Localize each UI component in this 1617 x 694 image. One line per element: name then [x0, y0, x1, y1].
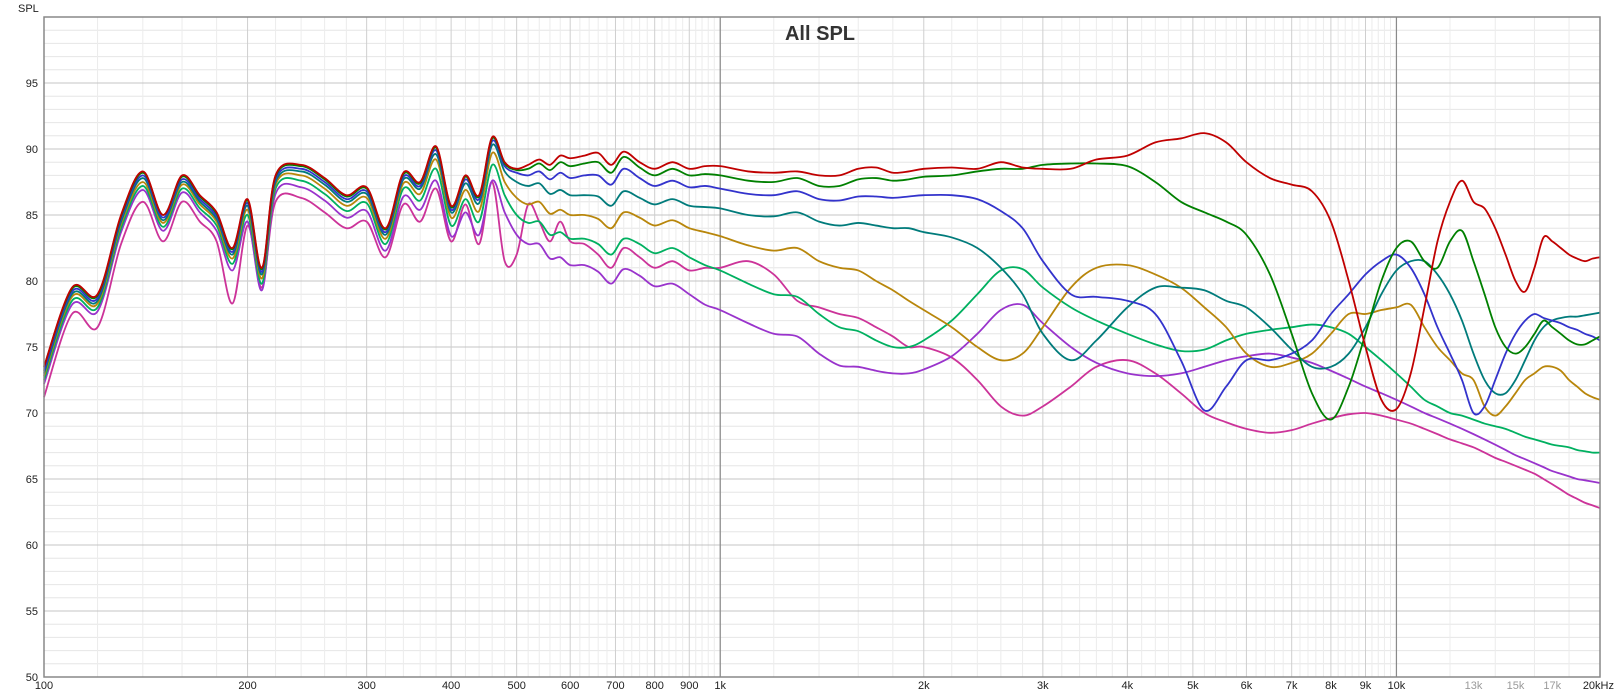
x-tick-label: 300 — [357, 680, 375, 692]
series-line-8 — [43, 181, 1601, 509]
x-tick-label: 13k — [1465, 680, 1483, 692]
x-tick-label: 4k — [1122, 680, 1134, 692]
x-tick-label: 1k — [714, 680, 726, 692]
y-tick-label: 85 — [26, 210, 38, 222]
y-tick-label: 70 — [26, 408, 38, 420]
plot-frame — [43, 16, 1601, 678]
x-tick-label: 10k — [1388, 680, 1406, 692]
y-tick-label: 55 — [26, 606, 38, 618]
x-tick-label: 600 — [561, 680, 579, 692]
y-tick-label: 65 — [26, 474, 38, 486]
y-axis-label: SPL — [18, 3, 39, 15]
x-tick-label: 2k — [918, 680, 930, 692]
y-tick-labels: 50 55 60 65 70 75 80 85 90 95 — [26, 78, 38, 684]
x-tick-label: 900 — [680, 680, 698, 692]
series-line-3 — [43, 139, 1601, 416]
x-tick-label: 6k — [1241, 680, 1253, 692]
series-line-7 — [43, 179, 1601, 484]
series-line-6 — [43, 163, 1601, 454]
series-line-1 — [43, 132, 1601, 412]
x-tick-label: 3k — [1037, 680, 1049, 692]
y-tick-label: 50 — [26, 672, 38, 684]
x-tick-label: 5k — [1187, 680, 1199, 692]
x-tick-label: 17k — [1543, 680, 1561, 692]
y-tick-label: 95 — [26, 78, 38, 90]
y-tick-label: 60 — [26, 540, 38, 552]
y-tick-label: 75 — [26, 342, 38, 354]
x-tick-label: 8k — [1325, 680, 1337, 692]
series-line-2 — [43, 136, 1601, 421]
series-layer — [43, 132, 1601, 509]
x-tick-label: 20kHz — [1583, 680, 1614, 692]
x-tick-label: 200 — [238, 680, 256, 692]
x-tick-label: 15k — [1507, 680, 1525, 692]
x-tick-label: 400 — [442, 680, 460, 692]
x-tick-label: 700 — [606, 680, 624, 692]
x-tick-label: 500 — [507, 680, 525, 692]
x-tick-label: 800 — [646, 680, 664, 692]
y-tick-label: 90 — [26, 144, 38, 156]
x-tick-label: 9k — [1360, 680, 1372, 692]
x-tick-labels: 100 200 300 400 500 600 700 800 900 1k 2k 3k 4k 5k 6k 7… — [35, 680, 1614, 692]
x-tick-label: 7k — [1286, 680, 1298, 692]
y-tick-label: 80 — [26, 276, 38, 288]
series-line-4 — [43, 143, 1601, 396]
chart-title: All SPL — [785, 23, 855, 45]
x-tick-label: 100 — [35, 680, 53, 692]
